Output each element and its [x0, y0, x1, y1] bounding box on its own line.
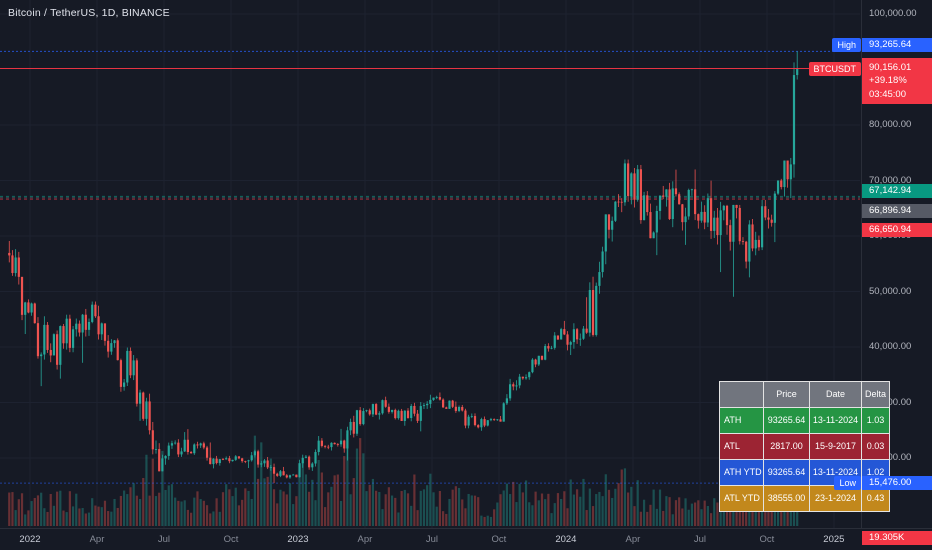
- stat-date: 15-9-2017: [810, 434, 862, 460]
- stats-header-price: Price: [764, 382, 810, 408]
- stat-price: 93265.64: [764, 460, 810, 486]
- stats-row-ath: ATH 93265.64 13-11-2024 1.03: [720, 408, 890, 434]
- stat-delta: 1.03: [862, 408, 890, 434]
- price-axis-tick: 30,000.00: [869, 396, 912, 408]
- stat-price: 38555.00: [764, 486, 810, 512]
- price-axis-tick: 40,000.00: [869, 341, 912, 352]
- time-axis-label: Apr: [625, 534, 641, 545]
- stat-delta: 0.43: [862, 486, 890, 512]
- stats-row-atl: ATL 2817.00 15-9-2017 0.03: [720, 434, 890, 460]
- last-price-axis-label: 90,156.01 +39.18% 03:45:00: [862, 57, 932, 105]
- time-axis-label: Jul: [425, 534, 439, 545]
- time-axis[interactable]: 2022 Apr Jul Oct 2023 Apr Jul Oct 2024 Apr Jul Oct 2…: [0, 528, 932, 550]
- low-price-axis-label: 15,476.00: [862, 476, 932, 491]
- stat-label: ATH YTD: [720, 460, 764, 486]
- volume-axis-label: 19.305K: [862, 531, 932, 545]
- stat-date: 13-11-2024: [810, 408, 862, 434]
- time-axis-label: Apr: [357, 534, 373, 545]
- stat-label: ATL: [720, 434, 764, 460]
- stat-price: 2817.00: [764, 434, 810, 460]
- stat-delta: 0.03: [862, 434, 890, 460]
- bar-close-countdown: 03:45:00: [869, 88, 906, 100]
- price-axis-tick: 80,000.00: [869, 119, 912, 130]
- symbol-price-tag: BTCUSDT: [808, 61, 861, 76]
- last-price-change-percent: +39.18%: [869, 75, 907, 87]
- price-axis-tick: 70,000.00: [869, 174, 912, 186]
- time-axis-label: 2024: [555, 534, 577, 545]
- high-price-axis-label: 93,265.64: [862, 38, 932, 52]
- time-axis-label: 2025: [823, 534, 845, 545]
- pivot-level-green-axis-label: 67,142.94: [862, 184, 932, 198]
- price-axis-tick: 50,000.00: [869, 285, 912, 297]
- symbol-title[interactable]: Bitcoin / TetherUS, 1D, BINANCE: [8, 7, 170, 19]
- stats-table-header-row: Price Date Delta: [720, 382, 890, 408]
- price-axis-tick: 100,000.00: [869, 8, 917, 19]
- high-label-tag: High: [832, 38, 861, 52]
- time-axis-label: Apr: [89, 534, 105, 545]
- time-axis-label: Oct: [491, 534, 507, 545]
- time-axis-label: 2022: [19, 534, 41, 545]
- pivot-level-red-axis-label: 66,650.94: [862, 223, 932, 237]
- time-axis-label: 2023: [287, 534, 309, 545]
- time-axis-label: Oct: [223, 534, 239, 545]
- stats-header-blank: [720, 382, 764, 408]
- price-axis-tick: 20,000.00: [869, 452, 912, 463]
- stat-price: 93265.64: [764, 408, 810, 434]
- stats-row-ath-ytd: ATH YTD 93265.64 13-11-2024 1.02: [720, 460, 890, 486]
- stat-date: 23-1-2024: [810, 486, 862, 512]
- stats-row-atl-ytd: ATL YTD 38555.00 23-1-2024 0.43: [720, 486, 890, 512]
- stats-header-delta: Delta: [862, 382, 890, 408]
- stat-label: ATH: [720, 408, 764, 434]
- last-price-value: 90,156.01: [869, 61, 912, 73]
- pivot-level-gray-axis-label: 66,896.94: [862, 204, 932, 218]
- stats-table: Price Date Delta ATH 93265.64 13-11-2024…: [719, 381, 890, 512]
- time-axis-label: Jul: [157, 534, 171, 545]
- stat-label: ATL YTD: [720, 486, 764, 512]
- stats-header-date: Date: [810, 382, 862, 408]
- low-label-tag: Low: [834, 476, 861, 491]
- time-axis-label: Jul: [693, 534, 706, 545]
- time-axis-label: Oct: [759, 534, 775, 545]
